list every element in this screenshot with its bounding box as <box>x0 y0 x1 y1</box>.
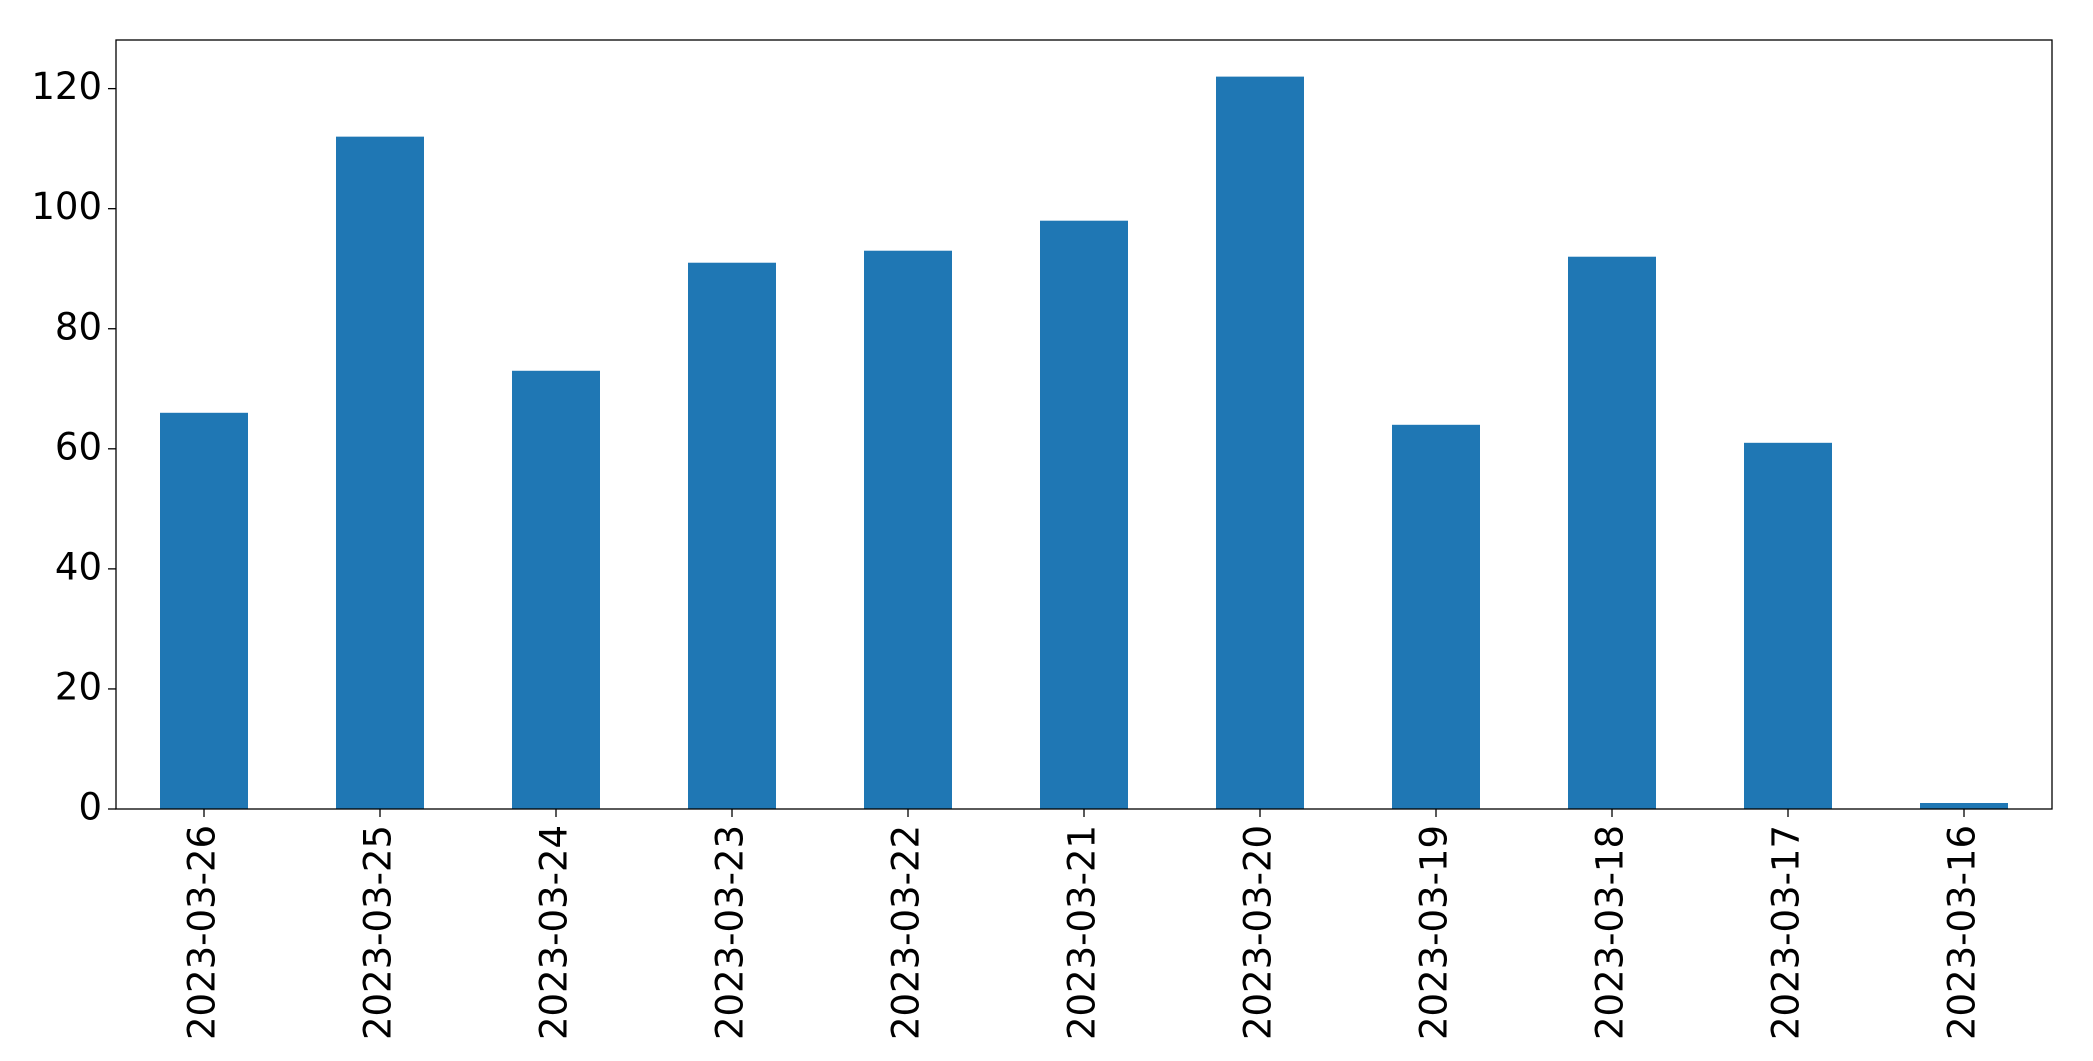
y-tick-label: 40 <box>55 545 102 588</box>
bar <box>160 412 248 809</box>
bar <box>336 136 424 809</box>
plot-frame <box>115 39 2053 810</box>
bar <box>1568 256 1656 809</box>
bar <box>1040 220 1128 810</box>
y-tick-label: 60 <box>55 425 102 468</box>
x-tick-label: 2023-03-24 <box>533 825 576 1040</box>
y-tick-label: 80 <box>55 305 102 348</box>
bar <box>688 262 776 810</box>
bar <box>1744 442 1832 809</box>
y-tick-label: 0 <box>78 786 102 829</box>
bar <box>1392 424 1480 809</box>
x-tick-label: 2023-03-18 <box>1589 825 1632 1040</box>
bar <box>512 370 600 809</box>
y-tick-label: 100 <box>31 185 102 228</box>
y-tick-label: 120 <box>31 65 102 108</box>
y-tick-label: 20 <box>55 665 102 708</box>
bar <box>864 250 952 809</box>
x-tick-label: 2023-03-23 <box>709 825 752 1040</box>
x-tick-label: 2023-03-22 <box>885 825 928 1040</box>
x-tick-label: 2023-03-25 <box>357 825 400 1040</box>
x-tick-label: 2023-03-19 <box>1413 825 1456 1040</box>
x-tick-label: 2023-03-26 <box>181 825 224 1040</box>
bar <box>1216 76 1304 810</box>
bar <box>1920 802 2008 809</box>
x-tick-label: 2023-03-21 <box>1061 825 1104 1040</box>
x-tick-label: 2023-03-16 <box>1941 825 1984 1040</box>
x-tick-label: 2023-03-20 <box>1237 825 1280 1040</box>
x-tick-label: 2023-03-17 <box>1765 825 1808 1040</box>
